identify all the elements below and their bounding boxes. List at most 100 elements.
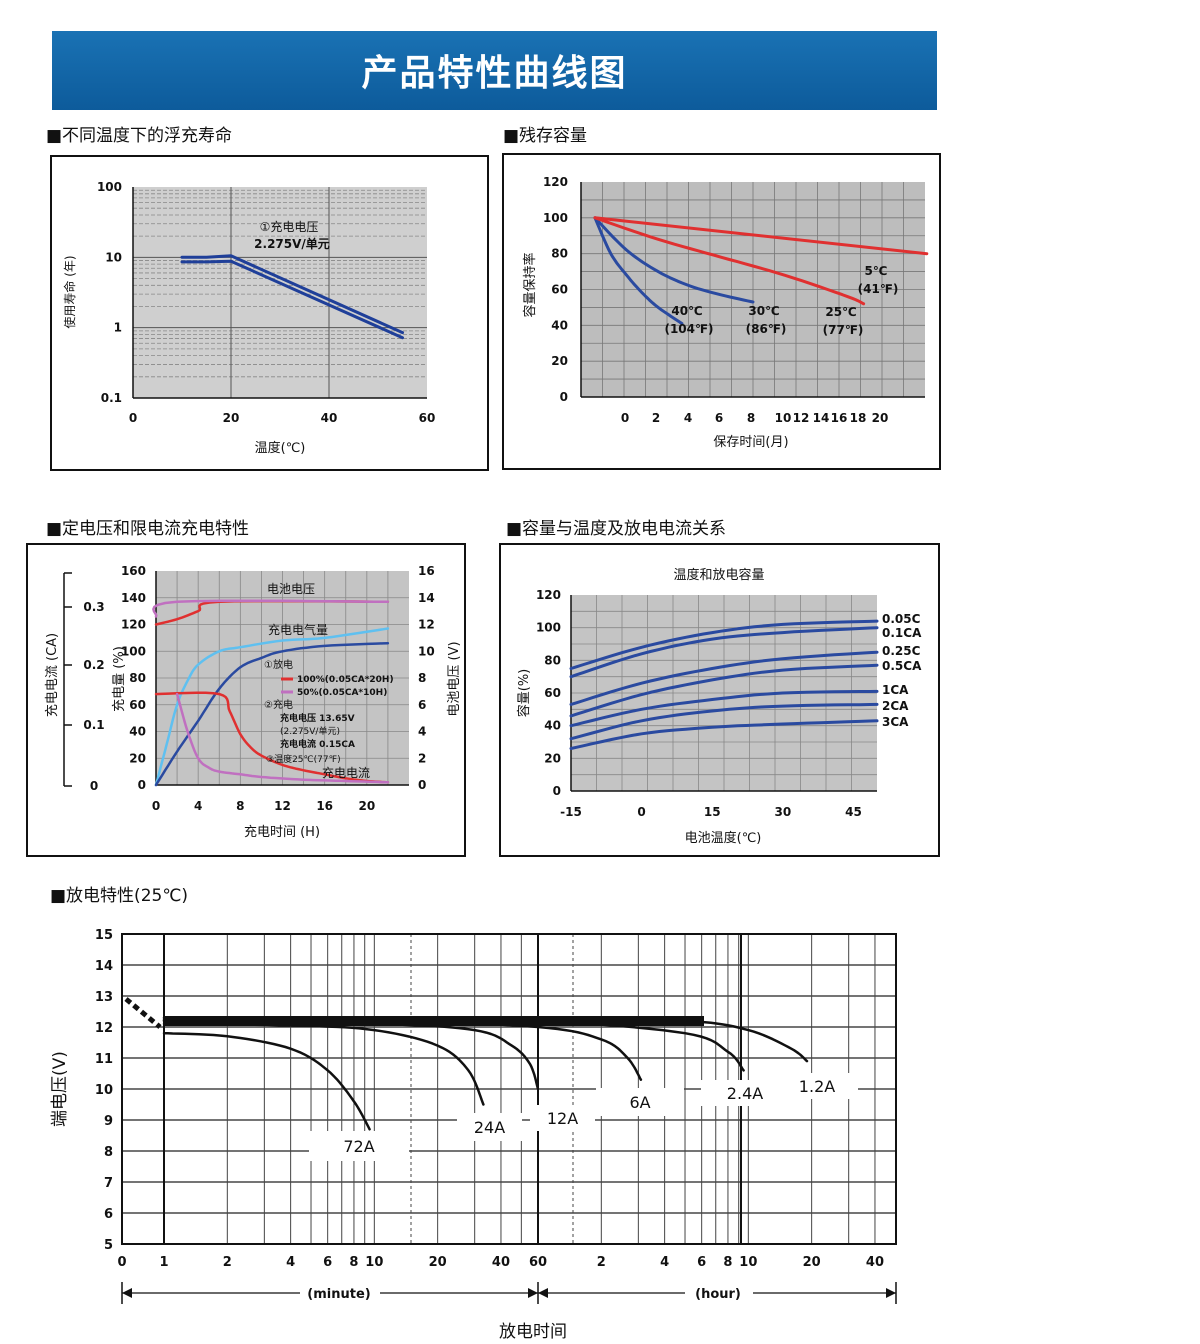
series-label: (41℉) — [858, 282, 899, 296]
current-tick-label: 0.2 — [83, 658, 104, 672]
y-tick-label: 0 — [553, 784, 561, 798]
annotation-line: ①充电电压 — [260, 219, 319, 234]
charged-curve-label: 充电电气量 — [268, 622, 328, 637]
x-tick-label: 2 — [223, 1255, 232, 1270]
x-tick-label: 60 — [419, 411, 436, 425]
series-label: 25℃ — [825, 305, 856, 319]
current-axis-label: 充电电流 (CA) — [44, 633, 60, 717]
section-float-life-title: ■不同温度下的浮充寿命 — [46, 126, 233, 146]
series-label-bg — [596, 1088, 684, 1116]
series-label: 40℃ — [671, 304, 702, 318]
x-tick-label: 0 — [117, 1255, 126, 1270]
x-tick-label: 20 — [872, 411, 889, 425]
voltage-tick-label: 10 — [418, 644, 435, 658]
legend-text: (2.275V/单元) — [280, 725, 340, 737]
x-tick-label: 2 — [597, 1255, 606, 1270]
series-label: 2.4A — [727, 1084, 763, 1103]
x-tick-label: 40 — [492, 1255, 510, 1270]
voltage-tick-label: 2 — [418, 751, 426, 765]
series-label: 0.5CA — [882, 659, 922, 673]
series-label-bg — [776, 1073, 858, 1099]
series-label: 72A — [343, 1137, 374, 1156]
capacity-axis-label: 充电量 (%) — [111, 646, 127, 712]
x-tick-label: 40 — [866, 1255, 884, 1270]
series-label: 1CA — [882, 683, 909, 697]
y-tick-label: 120 — [536, 588, 561, 602]
y-tick-label: 80 — [551, 247, 568, 261]
y-tick-label: 11 — [95, 1052, 113, 1067]
x-tick-label: 4 — [684, 411, 692, 425]
x-tick-label: 1 — [159, 1255, 168, 1270]
life-curve — [180, 259, 404, 340]
voltage-curve-label: 电池电压 — [267, 582, 315, 596]
x-tick-label: 8 — [747, 411, 755, 425]
initial-voltage-dash — [124, 997, 162, 1029]
arrow-head — [886, 1288, 896, 1298]
float-life-panel: 100 10 1 0.1 0 20 40 60 温度(℃) 使用寿命 (年) ①充电电压 2.275V… — [50, 155, 489, 471]
capacity-tick-label: 80 — [129, 671, 146, 685]
residual-capacity-chart: 120 100 80 60 40 20 0 0 2 4 6 8 10 12 14 16 18 20 保存时间(月) 容… — [522, 175, 929, 450]
charging-curve — [154, 627, 390, 787]
y-tick-label: 1 — [114, 321, 122, 335]
x-tick-label: 12 — [793, 411, 810, 425]
voltage-tick-label: 14 — [418, 591, 435, 605]
voltage-axis-label: 电池电压 (V) — [447, 641, 462, 716]
legend-text: 充电电流 0.15CA — [280, 738, 355, 750]
x-tick-label: 4 — [660, 1255, 669, 1270]
x-tick-label: 10 — [365, 1255, 383, 1270]
series-label-bg — [309, 1131, 409, 1161]
y-tick-label: 9 — [104, 1114, 113, 1129]
x-tick-label: 18 — [850, 411, 867, 425]
series-label: (86℉) — [746, 322, 787, 336]
series-label-bg — [530, 1105, 595, 1131]
y-tick-label: 13 — [95, 990, 113, 1005]
x-tick-label: 20 — [803, 1255, 821, 1270]
capacity-curve — [569, 663, 879, 718]
x-tick-label: 20 — [429, 1255, 447, 1270]
y-tick-label: 10 — [95, 1083, 113, 1098]
legend-text: ②充电 — [264, 698, 293, 711]
x-tick-label: 15 — [704, 805, 721, 819]
x-tick-label: 6 — [715, 411, 723, 425]
series-label: 2CA — [882, 699, 909, 713]
series-label: 6A — [629, 1093, 650, 1112]
x-tick-label: 8 — [723, 1255, 732, 1270]
series-label: 0.1CA — [882, 626, 922, 640]
x-tick-label: 60 — [529, 1255, 547, 1270]
x-tick-label: 2 — [652, 411, 660, 425]
x-tick-label: 0 — [637, 805, 645, 819]
x-tick-label: 10 — [775, 411, 792, 425]
retention-curve — [593, 216, 929, 256]
arrow-head — [538, 1288, 548, 1298]
y-tick-label: 100 — [97, 180, 122, 194]
capacity-tick-label: 160 — [121, 564, 146, 578]
x-tick-label: 6 — [323, 1255, 332, 1270]
voltage-tick-label: 16 — [418, 564, 435, 578]
retention-curve — [593, 216, 866, 306]
current-tick-label: 0.3 — [83, 600, 104, 614]
y-axis-label: 容量(%) — [516, 669, 532, 718]
capacity-tick-label: 0 — [138, 778, 146, 792]
y-tick-label: 15 — [95, 928, 113, 943]
x-tick-label: 0 — [129, 411, 137, 425]
x-tick-label: 40 — [321, 411, 338, 425]
x-tick-label: 0 — [152, 799, 160, 813]
current-tick-label: 0 — [90, 779, 98, 793]
section-capacity-temp-title: ■容量与温度及放电电流关系 — [506, 519, 727, 539]
range-label: (minute) — [307, 1287, 370, 1302]
y-tick-label: 20 — [551, 354, 568, 368]
x-axis-label: 充电时间 (H) — [244, 824, 320, 840]
range-label: (hour) — [695, 1287, 741, 1302]
x-tick-label: 20 — [223, 411, 240, 425]
y-tick-label: 12 — [95, 1021, 113, 1036]
plot-frame — [121, 933, 897, 1245]
y-tick-label: 10 — [105, 250, 122, 264]
x-axis-label: 电池温度(℃) — [685, 830, 762, 846]
voltage-tick-label: 0 — [418, 778, 426, 792]
series-label: 24A — [474, 1118, 505, 1137]
series-label: (77℉) — [823, 323, 864, 337]
y-tick-label: 14 — [95, 959, 113, 974]
